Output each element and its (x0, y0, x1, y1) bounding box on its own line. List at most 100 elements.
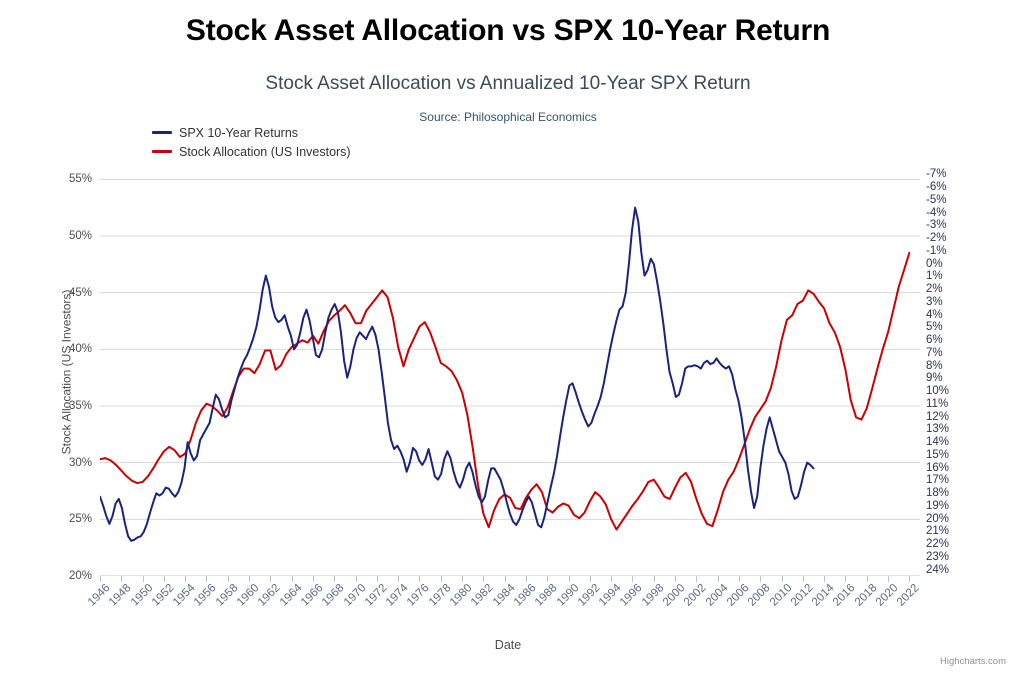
x-axis-tick-mark (419, 576, 421, 582)
left-axis-title: Stock Allocation (US Investors) (59, 289, 74, 455)
x-axis-tick-label: 1972 (362, 582, 390, 609)
left-axis-tick-label: 40% (68, 343, 92, 356)
right-axis-tick-label: 2% (926, 283, 943, 296)
right-axis-tick-label: 19% (926, 499, 950, 512)
right-axis-tick-label: 8% (926, 359, 943, 372)
legend-item-1[interactable]: Stock Allocation (US Investors) (152, 143, 351, 160)
x-axis-tick-mark (355, 576, 357, 582)
right-axis-tick-label: 6% (926, 334, 943, 347)
x-axis-tick-mark (163, 576, 165, 582)
x-axis-tick-mark (227, 576, 229, 582)
x-axis-tick-label: 2018 (852, 582, 880, 609)
x-axis-tick-label: 1964 (277, 582, 305, 609)
x-axis-tick-label: 2010 (767, 582, 795, 609)
x-axis-tick-mark (611, 576, 613, 582)
right-axis-tick-label: -4% (926, 206, 947, 219)
x-axis-tick-mark (696, 576, 698, 582)
right-axis-tick-label: 23% (926, 550, 950, 563)
x-axis-tick-label: 1994 (597, 582, 624, 609)
x-axis-tick-label: 1968 (320, 582, 347, 609)
series-line-stock-allocation (100, 252, 911, 531)
x-axis-tick-labels: 1946 1948 1950 1952 1954 1956 1958 1960 1962 1964… (86, 576, 922, 640)
x-axis-tick-mark (653, 576, 655, 582)
legend-swatch-icon (152, 150, 172, 153)
x-axis-tick-label: 2022 (895, 582, 922, 609)
x-axis-tick-mark (738, 576, 740, 582)
right-axis-tick-label: 0% (926, 257, 943, 270)
x-axis-tick-mark (483, 576, 485, 582)
right-axis-tick-label: 20% (926, 512, 950, 525)
x-axis-tick-label: 1962 (256, 582, 283, 609)
right-axis-tick-label: 5% (926, 321, 943, 334)
x-axis-tick-mark (675, 576, 677, 582)
x-axis-tick-label: 2004 (703, 582, 731, 609)
right-axis-tick-label: -1% (926, 244, 947, 257)
x-axis-tick-mark (206, 576, 208, 582)
x-axis-tick-mark (802, 576, 804, 582)
x-axis-tick-label: 2006 (724, 582, 752, 609)
x-axis-tick-mark (291, 576, 293, 582)
x-axis-tick-label: 1992 (575, 582, 603, 609)
x-axis-tick-label: 2016 (831, 582, 858, 609)
left-axis-tick-label: 35% (68, 400, 92, 412)
x-axis-tick-mark (504, 576, 506, 582)
x-axis-tick-label: 1974 (384, 582, 411, 609)
x-axis-tick-mark (717, 576, 719, 582)
chart-legend[interactable]: SPX 10-Year Returns Stock Allocation (US … (152, 124, 351, 162)
x-axis-tick-mark (632, 576, 634, 582)
x-axis-tick-mark (845, 576, 847, 582)
legend-swatch-icon (152, 131, 172, 134)
legend-item-label: SPX 10-Year Returns (179, 125, 299, 140)
x-axis-tick-label: 1980 (447, 582, 475, 609)
chart-source-text: Source: Philosophical Economics (419, 110, 597, 124)
x-axis-tick-label: 1958 (213, 582, 241, 609)
right-axis-tick-label: 4% (926, 308, 943, 321)
x-axis-tick-mark (270, 576, 272, 582)
x-axis-tick-label: 1950 (128, 582, 156, 609)
left-axis-tick-label: 50% (68, 230, 92, 242)
right-axis-tick-label: -6% (926, 181, 947, 194)
x-axis-tick-mark (909, 576, 911, 582)
right-axis-tick-labels: -7% -6% -5% -4% -3% -2% -1% 0% 1% 2% 3% 4% 5% 6% 7% 8% 9… (926, 0, 966, 673)
right-axis-tick-label: 14% (926, 436, 950, 449)
x-axis-tick-mark (760, 576, 762, 582)
x-axis-tick-mark (249, 576, 251, 582)
chart-subtitle: Stock Asset Allocation vs Annualized 10-… (265, 73, 751, 94)
x-axis-tick-mark (440, 576, 442, 582)
x-axis-tick-mark (525, 576, 527, 582)
series-line-spx-returns (100, 206, 815, 542)
x-axis-tick-label: 1970 (341, 582, 369, 609)
x-axis-tick-mark (781, 576, 783, 582)
x-axis-tick-label: 1998 (639, 582, 667, 609)
x-axis-tick-mark (568, 576, 570, 582)
x-axis-tick-mark (142, 576, 144, 582)
x-axis-tick-label: 1946 (85, 582, 113, 609)
x-axis-tick-mark (888, 576, 890, 582)
x-axis-tick-label: 2012 (788, 582, 816, 609)
left-axis-tick-label: 30% (68, 456, 92, 469)
x-axis-tick-mark (312, 576, 314, 582)
left-axis-tick-label: 55% (68, 173, 92, 186)
legend-item-label: Stock Allocation (US Investors) (179, 144, 351, 159)
chart-svg (100, 178, 920, 576)
right-axis-tick-label: 13% (926, 423, 950, 436)
legend-item-0[interactable]: SPX 10-Year Returns (152, 124, 351, 141)
x-axis-tick-label: 1984 (490, 582, 518, 609)
x-axis-tick-mark (398, 576, 400, 582)
right-axis-tick-label: 7% (926, 346, 943, 359)
right-axis-tick-label: 15% (926, 448, 950, 461)
right-axis-tick-label: 10% (926, 385, 950, 398)
highcharts-credits[interactable]: Highcharts.com (940, 656, 1006, 667)
x-axis-tick-label: 2002 (682, 582, 709, 609)
x-axis-tick-label: 1948 (107, 582, 134, 609)
left-axis-tick-label: 25% (68, 513, 92, 526)
right-axis-tick-label: 11% (926, 397, 949, 410)
x-axis-tick-label: 1976 (405, 582, 432, 609)
right-axis-tick-label: -7% (926, 168, 947, 181)
x-axis-tick-label: 1960 (234, 582, 262, 609)
plot-area (100, 168, 920, 576)
x-axis-tick-label: 1996 (618, 582, 645, 609)
x-axis-tick-mark (185, 576, 187, 582)
x-axis-tick-mark (866, 576, 868, 582)
